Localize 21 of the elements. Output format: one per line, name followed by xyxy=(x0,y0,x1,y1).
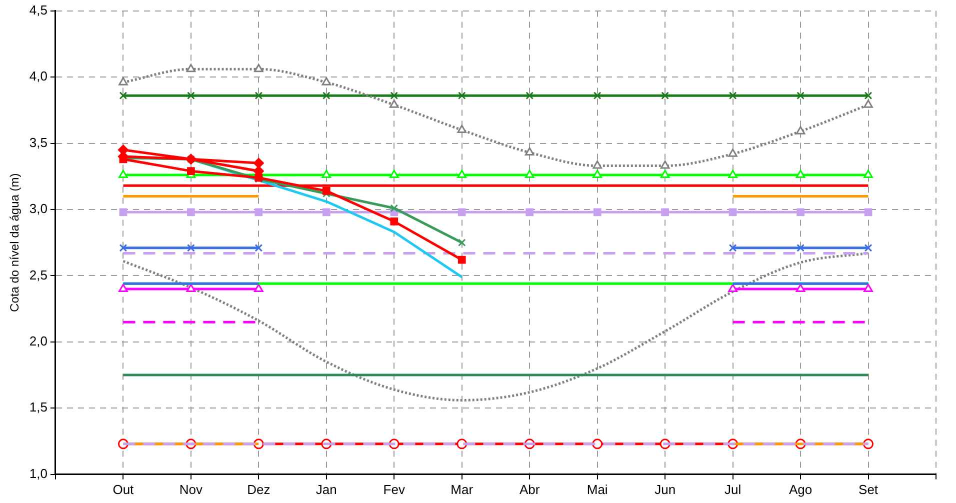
x-tick-label: Out xyxy=(112,482,134,497)
y-axis-title: Cota do nível da água (m) xyxy=(8,173,22,312)
x-tick-label: Set xyxy=(858,482,878,497)
y-tick-label: 3,5 xyxy=(29,134,48,150)
x-tick-label: Jan xyxy=(316,482,337,497)
y-tick-label: 4,0 xyxy=(29,68,48,84)
y-tick-label: 2,0 xyxy=(29,334,48,349)
x-tick-label: Fev xyxy=(383,482,406,497)
y-tick-label: 1,0 xyxy=(29,466,48,481)
x-tick-label: Mai xyxy=(586,482,608,497)
x-tick-label: Jul xyxy=(724,482,742,497)
x-tick-label: Jun xyxy=(654,482,676,497)
x-tick-label: Ago xyxy=(788,482,812,497)
y-tick-label: 2,5 xyxy=(29,267,48,282)
y-tick-label: 4,5 xyxy=(29,2,48,18)
x-tick-label: Mar xyxy=(450,482,474,497)
x-tick-label: Dez xyxy=(247,482,270,497)
x-tick-label: Nov xyxy=(179,482,203,497)
x-tick-label: Abr xyxy=(519,482,540,497)
y-tick-label: 3,0 xyxy=(29,201,48,216)
y-tick-label: 1,5 xyxy=(29,400,48,415)
